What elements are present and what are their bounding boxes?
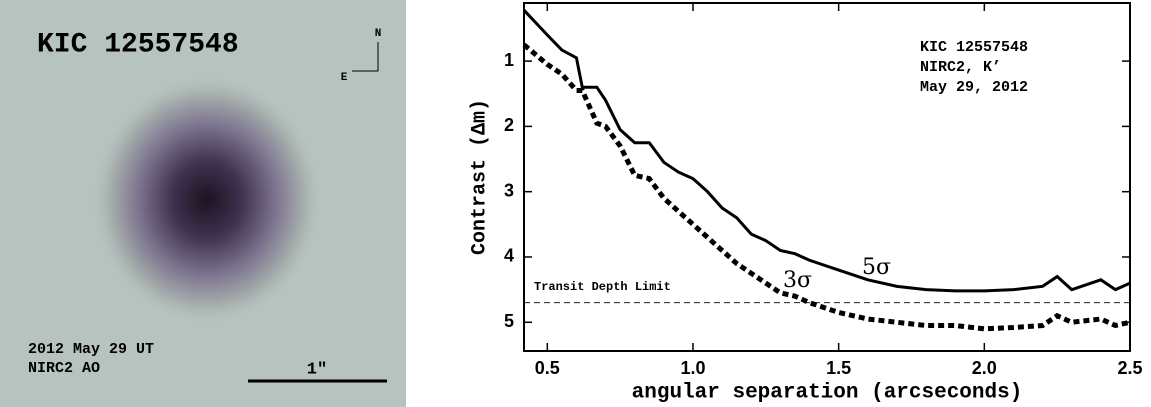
contrast-chart: Contrast (Δm) angular separation (arcsec… xyxy=(468,2,1143,405)
series-label: 5σ xyxy=(862,255,891,280)
series-line xyxy=(522,9,1131,293)
scale-label: 1" xyxy=(307,360,327,379)
compass xyxy=(352,42,379,72)
series-label: 3σ xyxy=(783,268,812,293)
x-tick-label: 2.0 xyxy=(972,358,997,378)
plot-frame xyxy=(523,2,1131,352)
y-tick-label: 1 xyxy=(504,50,514,70)
ao-image: KIC 12557548 N E 2012 May 29 UT NIRC2 AO… xyxy=(0,0,406,407)
y-tick-label: 2 xyxy=(504,115,514,135)
x-tick-label: 0.5 xyxy=(535,358,560,378)
date-label: 2012 May 29 UT xyxy=(28,341,154,358)
star-psf xyxy=(92,75,322,325)
x-tick-label: 2.5 xyxy=(1117,358,1142,378)
y-axis-label: Contrast (Δm) xyxy=(468,99,491,255)
info-text: May 29, 2012 xyxy=(920,79,1028,96)
series-line xyxy=(522,42,1131,332)
x-tick-label: 1.0 xyxy=(680,358,705,378)
image-title: KIC 12557548 xyxy=(37,29,239,60)
y-tick-label: 4 xyxy=(504,246,514,266)
x-axis-label: angular separation (arcseconds) xyxy=(632,382,1023,405)
instrument-label: NIRC2 AO xyxy=(28,360,100,377)
east-label: E xyxy=(341,72,348,84)
y-tick-label: 5 xyxy=(504,311,514,331)
info-text: KIC 12557548 xyxy=(920,39,1028,56)
y-tick-label: 3 xyxy=(504,180,514,200)
x-tick-label: 1.5 xyxy=(826,358,851,378)
threshold-label: Transit Depth Limit xyxy=(534,280,671,294)
info-text: NIRC2, K’ xyxy=(920,59,1001,76)
north-label: N xyxy=(375,28,382,40)
